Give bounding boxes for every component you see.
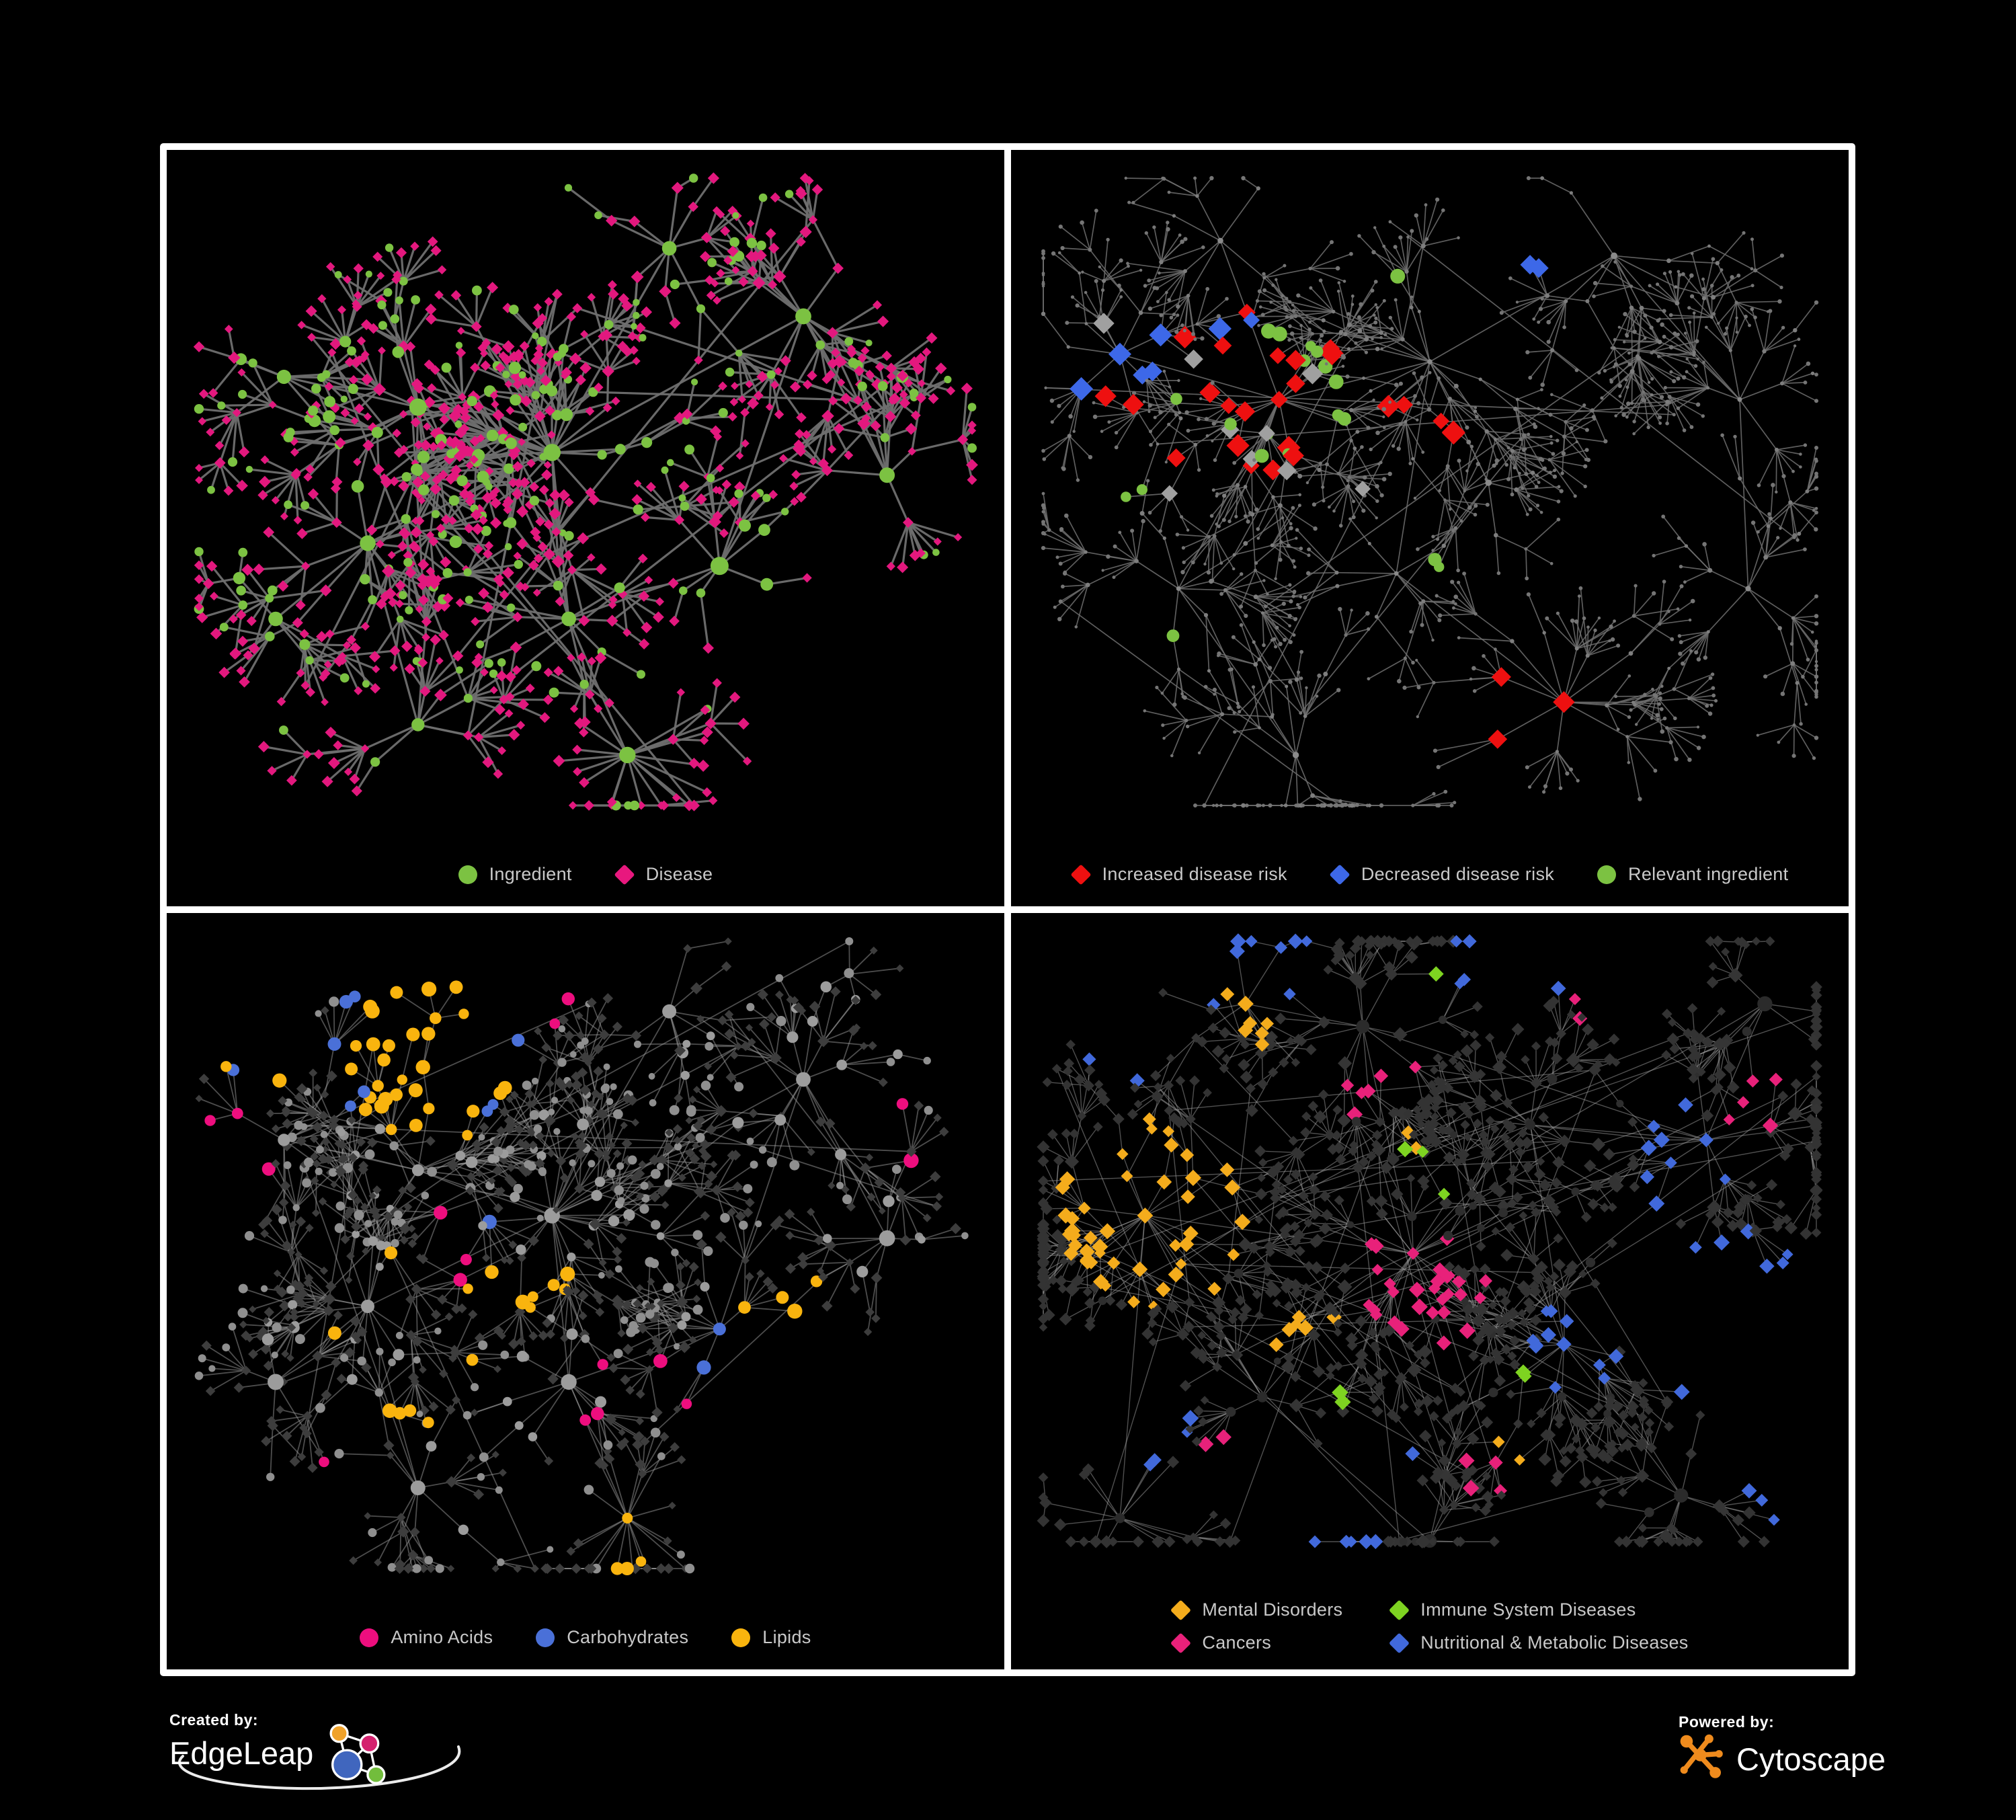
legend-label: Decreased disease risk	[1361, 864, 1555, 884]
diamond-swatch-icon	[1388, 1599, 1410, 1621]
panel-disease-classes: Mental Disorders Immune System Diseases Ca…	[1011, 913, 1849, 1669]
edgeleap-swoosh-icon	[177, 1745, 461, 1790]
legend-item-immune-system-diseases: Immune System Diseases	[1388, 1599, 1636, 1621]
figure-frame: Ingredient Disease Increased disease risk…	[160, 143, 1855, 1676]
legend-item-cancers: Cancers	[1170, 1632, 1272, 1654]
legend-label: Mental Disorders	[1202, 1599, 1343, 1620]
legend-item-disease: Disease	[614, 863, 713, 885]
legend-label: Lipids	[762, 1627, 811, 1647]
created-by-label: Created by:	[169, 1711, 259, 1729]
circle-swatch-icon	[1597, 865, 1617, 884]
nutrients-network-graph	[194, 937, 969, 1575]
ingredient-disease-legend: Ingredient Disease	[167, 863, 1004, 885]
powered-by-branding: Powered by: Cytoscape	[1679, 1713, 1886, 1785]
legend-item-mental-disorders: Mental Disorders	[1170, 1599, 1343, 1621]
created-by-branding: Created by: EdgeLeap	[169, 1711, 461, 1794]
legend-item-decreased-disease-risk: Decreased disease risk	[1329, 863, 1555, 885]
legend-item-nutritional-metabolic-diseases: Nutritional & Metabolic Diseases	[1388, 1632, 1689, 1654]
ingredient-disease-network-graph	[193, 172, 978, 812]
legend-label: Nutritional & Metabolic Diseases	[1420, 1632, 1689, 1653]
disease-classes-legend: Mental Disorders Immune System Diseases Ca…	[1170, 1599, 1689, 1654]
cytoscape-wordmark: Cytoscape	[1736, 1741, 1886, 1777]
legend-item-ingredient: Ingredient	[458, 864, 572, 885]
disease-risk-legend: Increased disease risk Decreased disease …	[1011, 863, 1849, 885]
legend-label: Amino Acids	[391, 1627, 493, 1647]
diamond-swatch-icon	[1070, 863, 1092, 885]
edgeleap-logo-icon	[329, 1724, 386, 1784]
circle-swatch-icon	[536, 1628, 555, 1647]
legend-label: Relevant ingredient	[1628, 864, 1789, 884]
legend-label: Immune System Diseases	[1420, 1599, 1636, 1620]
diamond-swatch-icon	[614, 863, 635, 885]
panel-disease-risk: Increased disease risk Decreased disease …	[1011, 150, 1849, 906]
cytoscape-logo: Cytoscape	[1679, 1733, 1886, 1785]
powered-by-label: Powered by:	[1679, 1713, 1775, 1731]
legend-label: Increased disease risk	[1102, 864, 1287, 884]
diamond-swatch-icon	[1329, 863, 1350, 885]
panel-nutrients: Amino Acids Carbohydrates Lipids	[167, 913, 1004, 1669]
legend-item-relevant-ingredient: Relevant ingredient	[1597, 864, 1788, 885]
legend-label: Carbohydrates	[567, 1627, 689, 1647]
legend-label: Cancers	[1202, 1632, 1272, 1653]
edgeleap-logo: EdgeLeap	[169, 1724, 461, 1794]
legend-label: Disease	[645, 864, 713, 884]
circle-swatch-icon	[458, 865, 477, 884]
legend-item-carbohydrates: Carbohydrates	[536, 1627, 688, 1648]
disease-risk-network-graph	[1041, 175, 1819, 808]
legend-item-lipids: Lipids	[731, 1627, 811, 1648]
diamond-swatch-icon	[1170, 1632, 1191, 1654]
circle-swatch-icon	[360, 1628, 379, 1647]
nutrients-legend: Amino Acids Carbohydrates Lipids	[167, 1627, 1004, 1648]
panel-ingredient-disease: Ingredient Disease	[167, 150, 1004, 906]
diamond-swatch-icon	[1170, 1599, 1191, 1621]
legend-item-amino-acids: Amino Acids	[360, 1627, 493, 1648]
circle-swatch-icon	[731, 1628, 751, 1647]
cytoscape-logo-icon	[1680, 1734, 1723, 1778]
disease-classes-network-graph	[1037, 933, 1823, 1550]
diamond-swatch-icon	[1388, 1632, 1410, 1654]
edgeleap-wordmark: EdgeLeap	[169, 1735, 314, 1771]
legend-label: Ingredient	[489, 864, 572, 884]
legend-item-increased-disease-risk: Increased disease risk	[1070, 863, 1287, 885]
